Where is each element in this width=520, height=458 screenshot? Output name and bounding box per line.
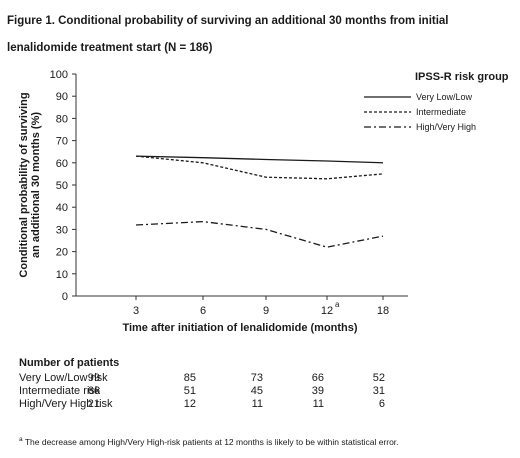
patients-count: 45 [250, 385, 263, 397]
patients-count: 31 [372, 385, 385, 397]
x-tick-superscript: a [335, 300, 340, 309]
patients-count: 99 [87, 372, 100, 384]
patients-count: 73 [250, 372, 263, 384]
patients-count: 12 [183, 398, 196, 410]
legend-entry-3: High/Very High [416, 122, 476, 132]
y-tick-label: 0 [62, 291, 68, 303]
y-tick-label: 40 [56, 202, 68, 214]
x-tick-label: 6 [200, 305, 206, 317]
patients-row-label: High/Very High risk [19, 398, 113, 410]
patients-count: 11 [312, 398, 324, 410]
patients-row-label: Intermediate risk [19, 385, 101, 397]
patients-count: 39 [311, 385, 324, 397]
y-tick-label: 80 [56, 113, 68, 125]
y-tick-label: 60 [56, 158, 68, 170]
patients-count: 66 [87, 385, 100, 397]
y-tick-label: 20 [56, 247, 68, 259]
patients-table-title: Number of patients [19, 357, 120, 369]
line-chart: 0 10 20 30 40 50 60 70 80 90 100 3 6 9 12a 18 Time after… [18, 69, 509, 334]
patients-count: 66 [311, 372, 324, 384]
x-axis-title: Time after initiation of lenalidomide (m… [122, 322, 357, 334]
legend-entry-1: Very Low/Low [416, 92, 473, 102]
patients-count: 11 [251, 398, 263, 410]
footnote-marker: a [19, 436, 23, 443]
patients-row: Intermediate risk 66 51 45 39 31 [19, 385, 489, 398]
patients-row-label: Very Low/Low risk [19, 372, 108, 384]
x-tick-label: 18 [377, 305, 389, 317]
x-tick-label: 12 [321, 305, 333, 317]
patients-count: 21 [87, 398, 100, 410]
y-tick-label: 100 [50, 69, 68, 81]
patients-count: 52 [372, 372, 385, 384]
patients-count: 51 [183, 385, 196, 397]
patients-count: 85 [183, 372, 196, 384]
x-tick-label: 9 [263, 305, 269, 317]
patients-table: Very Low/Low risk 99 85 73 66 52 Intermediate … [19, 372, 489, 411]
y-axis-title-line: an additional 30 months (%) [30, 112, 42, 258]
legend-title: IPSS-R risk group [415, 71, 509, 83]
y-tick-label: 90 [56, 91, 68, 103]
y-tick-label: 70 [56, 136, 68, 148]
patients-count: 6 [378, 398, 385, 410]
y-axis-title-line: Conditional probability of surviving [18, 92, 30, 277]
series-line-3 [135, 220, 384, 248]
figure-title: Figure 1. Conditional probability of sur… [7, 15, 449, 54]
y-tick-label: 30 [56, 224, 68, 236]
legend-entry-2: Intermediate [416, 107, 466, 117]
y-tick-label: 50 [56, 180, 68, 192]
series-line-1 [135, 155, 384, 164]
y-tick-label: 10 [56, 269, 68, 281]
patients-row: High/Very High risk 21 12 11 11 6 [19, 398, 489, 411]
patients-row: Very Low/Low risk 99 85 73 66 52 [19, 372, 489, 385]
footnote-text: The decrease among High/Very High-risk p… [22, 436, 399, 447]
series-line-2 [135, 155, 384, 180]
footnote: a The decrease among High/Very High-risk… [19, 436, 399, 447]
x-tick-label: 3 [133, 305, 139, 317]
